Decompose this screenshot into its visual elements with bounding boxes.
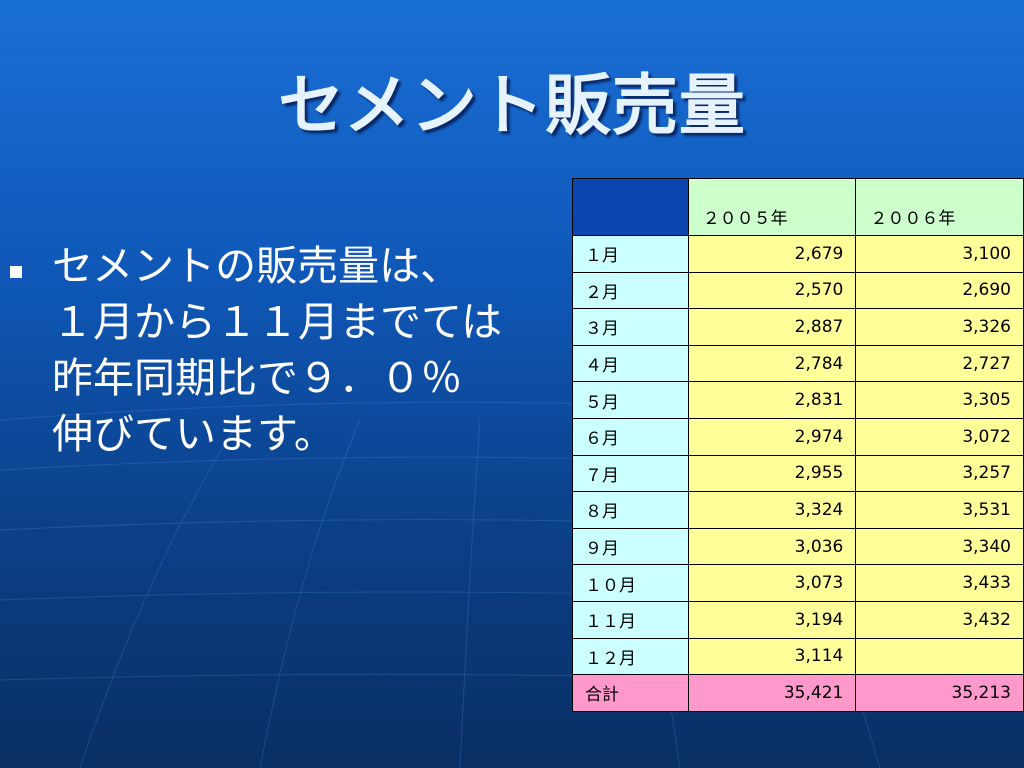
table-row: １０月 3,073 3,433 bbox=[572, 564, 1024, 602]
value-2006-cell: 2,727 bbox=[855, 344, 1024, 383]
table-row: ７月 2,955 3,257 bbox=[572, 454, 1024, 493]
value-2006-cell: 3,257 bbox=[855, 454, 1024, 493]
bullet-line: １月から１１月までては bbox=[52, 298, 503, 346]
bullet-line: セメントの販売量は、 bbox=[52, 242, 462, 290]
month-cell: ８月 bbox=[572, 491, 689, 529]
table-row: ４月 2,784 2,727 bbox=[572, 344, 1024, 383]
value-2006-cell: 3,432 bbox=[855, 600, 1024, 639]
value-2005-cell: 3,036 bbox=[687, 527, 857, 566]
header-2005: ２００５年 bbox=[687, 178, 857, 236]
table-row: ６月 2,974 3,072 bbox=[572, 417, 1024, 456]
month-cell: ６月 bbox=[572, 417, 689, 456]
sales-table: ２００５年 ２００６年 １月 2,679 3,100 ２月 2,570 2,69… bbox=[572, 178, 1024, 712]
month-cell: ２月 bbox=[572, 271, 689, 310]
slide-title: セメント販売量 bbox=[278, 67, 746, 144]
value-2005-cell: 2,679 bbox=[687, 235, 857, 273]
value-2006-cell: 3,072 bbox=[855, 417, 1024, 456]
value-2005-cell: 2,955 bbox=[687, 454, 857, 493]
table-row: １月 2,679 3,100 bbox=[572, 235, 1024, 273]
value-2005-cell: 3,073 bbox=[687, 564, 857, 602]
month-cell: ４月 bbox=[572, 344, 689, 383]
total-2006-cell: 35,213 bbox=[855, 674, 1024, 712]
month-cell: ７月 bbox=[572, 454, 689, 493]
table-row: ２月 2,570 2,690 bbox=[572, 271, 1024, 310]
month-cell: １１月 bbox=[572, 600, 689, 639]
value-2005-cell: 2,570 bbox=[687, 271, 857, 310]
month-cell: ９月 bbox=[572, 527, 689, 566]
month-cell: ５月 bbox=[572, 381, 689, 419]
table-header-row: ２００５年 ２００６年 bbox=[572, 178, 1024, 236]
bullet-square-icon bbox=[10, 266, 22, 278]
total-label-cell: 合計 bbox=[572, 674, 689, 712]
value-2005-cell: 2,831 bbox=[687, 381, 857, 419]
value-2006-cell: 3,305 bbox=[855, 381, 1024, 419]
month-cell: １月 bbox=[572, 235, 689, 273]
value-2006-cell: 3,100 bbox=[855, 235, 1024, 273]
value-2006-cell: 3,326 bbox=[855, 308, 1024, 346]
table-row: １２月 3,114 bbox=[572, 637, 1024, 676]
value-2005-cell: 3,324 bbox=[687, 491, 857, 529]
header-corner-cell bbox=[572, 178, 689, 236]
value-2006-cell bbox=[855, 637, 1024, 676]
month-cell: ３月 bbox=[572, 308, 689, 346]
total-row: 合計 35,421 35,213 bbox=[572, 674, 1024, 712]
table-row: １１月 3,194 3,432 bbox=[572, 600, 1024, 639]
bullet-text: セメントの販売量は、 １月から１１月までては 昨年同期比で９．０％ 伸びています… bbox=[52, 238, 550, 462]
value-2006-cell: 2,690 bbox=[855, 271, 1024, 310]
value-2005-cell: 2,974 bbox=[687, 417, 857, 456]
value-2006-cell: 3,433 bbox=[855, 564, 1024, 602]
bullet-line: 伸びています。 bbox=[52, 410, 335, 458]
bullet-list: セメントの販売量は、 １月から１１月までては 昨年同期比で９．０％ 伸びています… bbox=[10, 238, 550, 462]
total-2005-cell: 35,421 bbox=[687, 674, 857, 712]
table-row: ３月 2,887 3,326 bbox=[572, 308, 1024, 346]
value-2005-cell: 3,194 bbox=[687, 600, 857, 639]
bullet-line: 昨年同期比で９．０％ bbox=[52, 354, 462, 402]
month-cell: １２月 bbox=[572, 637, 689, 676]
value-2006-cell: 3,531 bbox=[855, 491, 1024, 529]
table-row: ８月 3,324 3,531 bbox=[572, 491, 1024, 529]
table-row: ９月 3,036 3,340 bbox=[572, 527, 1024, 566]
value-2005-cell: 2,887 bbox=[687, 308, 857, 346]
value-2005-cell: 3,114 bbox=[687, 637, 857, 676]
month-cell: １０月 bbox=[572, 564, 689, 602]
header-2006: ２００６年 bbox=[855, 178, 1024, 236]
value-2006-cell: 3,340 bbox=[855, 527, 1024, 566]
table-row: ５月 2,831 3,305 bbox=[572, 381, 1024, 419]
value-2005-cell: 2,784 bbox=[687, 344, 857, 383]
